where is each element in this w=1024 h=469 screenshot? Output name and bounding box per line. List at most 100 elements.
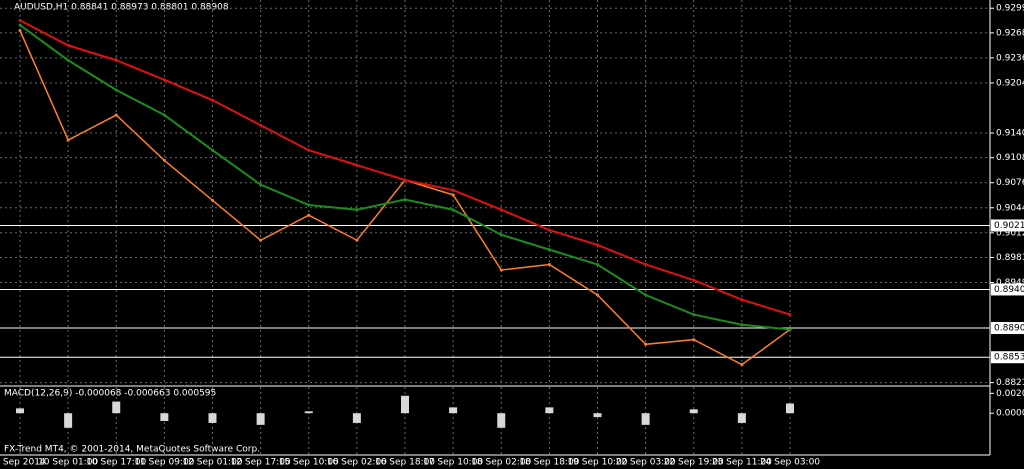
macd-bar — [401, 395, 409, 414]
price-point — [66, 43, 70, 47]
chart-title: AUDUSD,H1 0.88841 0.88973 0.88801 0.8890… — [14, 3, 229, 13]
price-point — [451, 208, 455, 212]
price-point — [403, 178, 407, 182]
price-point — [692, 338, 696, 342]
price-point — [355, 238, 359, 242]
price-point — [355, 208, 359, 212]
price-point — [644, 342, 648, 346]
price-point — [596, 243, 599, 247]
price-point — [211, 98, 214, 102]
price-point — [18, 23, 22, 27]
level-box — [991, 283, 1024, 296]
y-tick-label: 0.89490 — [996, 278, 1024, 288]
level-box — [991, 351, 1024, 364]
level-box — [991, 219, 1024, 232]
price-point — [211, 198, 214, 202]
level-label: 0.89401 — [994, 285, 1024, 295]
macd-bar — [160, 413, 169, 421]
y-tick-label: 0.0000 — [996, 409, 1024, 419]
price-point — [66, 138, 70, 142]
price-point — [66, 58, 70, 62]
level-box — [991, 322, 1024, 335]
price-point — [644, 293, 648, 297]
macd-bar — [545, 407, 554, 414]
price-point — [547, 228, 551, 232]
level-label: 0.88535 — [994, 353, 1024, 363]
price-point — [259, 123, 263, 127]
macd-bar — [497, 413, 506, 428]
x-tick-label: 19 Sep 10:00 — [567, 458, 627, 468]
macd-bar — [64, 413, 73, 428]
macd-bar — [737, 413, 746, 423]
x-tick-label: 22 Sep 19:00 — [664, 458, 724, 468]
price-point — [692, 278, 696, 282]
x-tick-label: 22 Sep 03:00 — [616, 458, 676, 468]
price-point — [162, 113, 166, 117]
price-point — [403, 198, 407, 202]
x-tick-label: 9 Sep 2014 — [0, 458, 46, 468]
price-point — [259, 183, 263, 187]
price-point — [307, 148, 311, 152]
price-point — [355, 163, 359, 167]
y-tick-label: 0.90125 — [996, 228, 1024, 238]
level-label: 0.88908 — [994, 324, 1024, 334]
y-tick-label: 0.92680 — [996, 28, 1024, 38]
x-tick-label: 15 Sep 10:00 — [279, 458, 339, 468]
price-point — [547, 262, 551, 266]
x-tick-label: 11 Sep 09:00 — [134, 458, 194, 468]
price-point — [788, 327, 792, 331]
price-point — [114, 58, 118, 62]
price-point — [162, 158, 166, 162]
macd-bar — [689, 409, 698, 414]
price-point — [596, 262, 599, 266]
price-point — [740, 298, 744, 302]
x-tick-label: 10 Sep 01:00 — [38, 458, 98, 468]
macd-bar — [112, 401, 121, 414]
price-point — [18, 18, 22, 22]
y-tick-label: 0.89810 — [996, 253, 1024, 263]
macd-bar — [208, 413, 217, 423]
macd-bar — [786, 403, 794, 414]
price-point — [740, 363, 744, 367]
price-point — [162, 78, 166, 82]
x-tick-label: 16 Sep 18:00 — [375, 458, 435, 468]
price-point — [307, 203, 311, 207]
macd-bar — [352, 413, 361, 423]
price-point — [547, 248, 551, 252]
y-tick-label: 0.88210 — [996, 378, 1024, 388]
price-point — [307, 213, 311, 217]
x-tick-label: 18 Sep 02:00 — [471, 458, 531, 468]
x-tick-label: 23 Sep 11:00 — [712, 458, 772, 468]
price-point — [211, 148, 214, 152]
x-tick-label: 10 Sep 17:00 — [86, 458, 146, 468]
macd-bar — [16, 408, 24, 414]
price-point — [596, 293, 599, 297]
macd-bar — [304, 411, 313, 414]
macd-bar — [641, 413, 650, 425]
price-point — [18, 29, 22, 33]
x-tick-label: 12 Sep 01:00 — [182, 458, 242, 468]
macd-bar — [256, 413, 265, 425]
y-tick-label: 0.91085 — [996, 153, 1024, 163]
y-tick-label: 0.00205 — [996, 389, 1024, 399]
y-tick-label: 0.92995 — [996, 4, 1024, 14]
x-tick-label: 24 Sep 03:00 — [760, 458, 820, 468]
macd-bar — [449, 407, 458, 414]
x-tick-label: 18 Sep 18:00 — [519, 458, 579, 468]
price-point — [644, 262, 648, 266]
price-point — [114, 88, 118, 92]
price-point — [451, 188, 455, 192]
x-tick-label: 16 Sep 02:00 — [327, 458, 387, 468]
level-label: 0.90219 — [994, 221, 1024, 231]
price-point — [499, 268, 503, 272]
price-point — [259, 238, 263, 242]
x-tick-label: 17 Sep 10:00 — [423, 458, 483, 468]
price-point — [499, 233, 503, 237]
x-tick-label: 12 Sep 17:00 — [231, 458, 291, 468]
price-point — [451, 193, 455, 197]
footer: FX-Trend MT4, © 2001-2014, MetaQuotes So… — [4, 445, 260, 455]
price-point — [114, 113, 118, 117]
y-tick-label: 0.92360 — [996, 53, 1024, 63]
